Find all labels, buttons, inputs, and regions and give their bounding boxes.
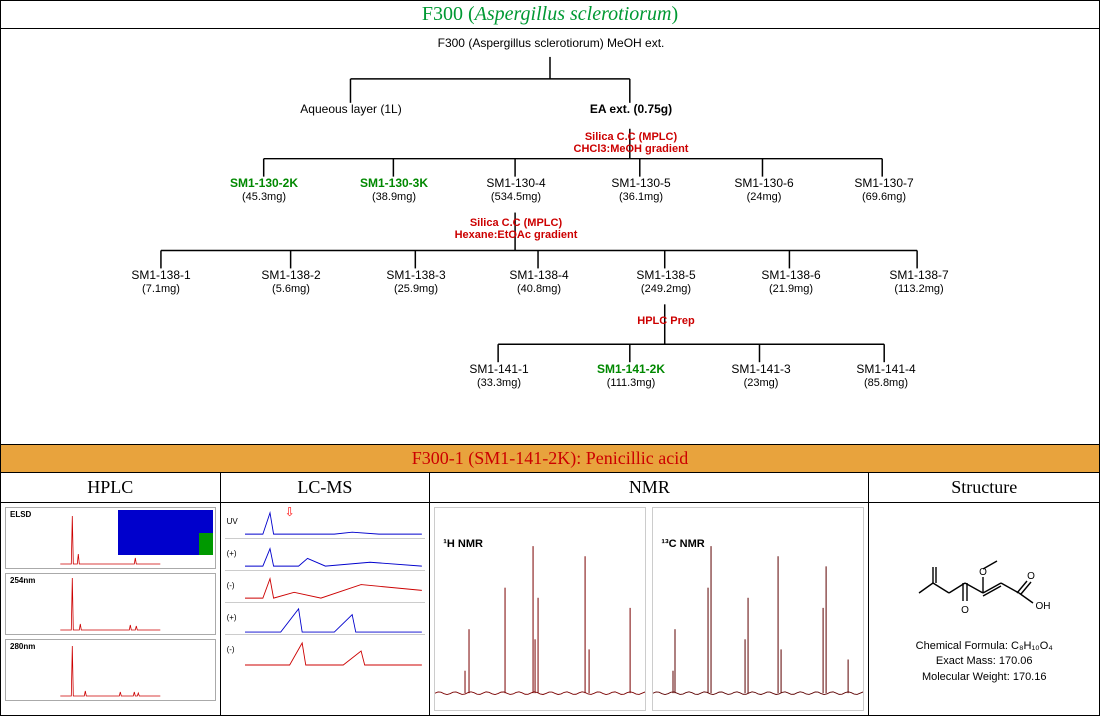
tree-node: SM1-141-4(85.8mg): [856, 363, 915, 389]
lcms-panel: LC-MS UV ⇩ (+) (-) (+) (-): [221, 473, 431, 715]
lcms-trace-label: UV: [227, 517, 238, 526]
nmr-1h-label: ¹H NMR: [443, 538, 483, 550]
hplc-chart-label: ELSD: [10, 510, 31, 519]
tree-node: SM1-141-3(23mg): [731, 363, 790, 389]
hplc-title: HPLC: [1, 473, 220, 503]
lcms-trace: (-): [225, 571, 426, 603]
title-prefix: F300 (: [422, 3, 475, 25]
elsd-inset: [118, 510, 213, 555]
structure-drawing: O O O OH: [909, 533, 1059, 633]
oh-label: OH: [1036, 601, 1051, 612]
lcms-body: UV ⇩ (+) (-) (+) (-): [221, 503, 430, 715]
title-bar: F300 (Aspergillus sclerotiorum): [1, 1, 1099, 29]
tree-annotation: Silica C.C (MPLC)CHCl3:MeOH gradient: [574, 131, 689, 155]
hplc-panel: HPLC ELSD 254nm 280nm: [1, 473, 221, 715]
nmr-panel: NMR ¹H NMR ¹³C NMR: [430, 473, 869, 715]
nmr-1h-chart: ¹H NMR: [434, 507, 646, 711]
nmr-13c-chart: ¹³C NMR: [652, 507, 864, 711]
lcms-trace: (-): [225, 635, 426, 667]
lcms-trace-label: (+): [227, 613, 237, 622]
hplc-chart: ELSD: [5, 507, 216, 569]
lcms-trace-label: (+): [227, 549, 237, 558]
tree-node: EA ext. (0.75g): [590, 103, 672, 117]
tree-node: SM1-130-7(69.6mg): [854, 177, 913, 203]
tree-node: Aqueous layer (1L): [300, 103, 401, 117]
structure-body: O O O OH Chemical Formula: C₈H₁₀O₄ Exact…: [869, 503, 1099, 715]
formula-label: Chemical Formula:: [916, 640, 1011, 652]
compound-id-bar: F300-1 (SM1-141-2K): Penicillic acid: [1, 445, 1099, 473]
tree-node: F300 (Aspergillus sclerotiorum) MeOH ext…: [438, 37, 665, 51]
tree-node: SM1-138-6(21.9mg): [761, 269, 820, 295]
tree-node: SM1-138-2(5.6mg): [261, 269, 320, 295]
tree-node: SM1-138-1(7.1mg): [131, 269, 190, 295]
tree-node: SM1-130-2K(45.3mg): [230, 177, 298, 203]
hplc-chart: 280nm: [5, 639, 216, 701]
tree-node: SM1-138-4(40.8mg): [509, 269, 568, 295]
exact-mass-value: 170.06: [999, 655, 1033, 667]
document-frame: F300 (Aspergillus sclerotiorum) F300 (As…: [0, 0, 1100, 716]
structure-panel: Structure: [869, 473, 1099, 715]
acid-dblO-label: O: [1027, 571, 1035, 582]
fractionation-tree: F300 (Aspergillus sclerotiorum) MeOH ext…: [1, 29, 1099, 445]
exact-mass-label: Exact Mass:: [936, 655, 999, 667]
structure-info: Chemical Formula: C₈H₁₀O₄ Exact Mass: 17…: [916, 639, 1053, 685]
tree-node: SM1-130-6(24mg): [734, 177, 793, 203]
analysis-panels: HPLC ELSD 254nm 280nm LC-MS UV ⇩ (+) (-) (+) (-…: [1, 473, 1099, 715]
mw-label: Molecular Weight:: [922, 671, 1013, 683]
hplc-body: ELSD 254nm 280nm: [1, 503, 220, 715]
lcms-arrow-icon: ⇩: [285, 505, 295, 519]
mw-value: 170.16: [1013, 671, 1047, 683]
tree-node: SM1-130-5(36.1mg): [611, 177, 670, 203]
ether-o-label: O: [979, 567, 987, 578]
title-species: Aspergillus sclerotiorum: [475, 3, 672, 25]
lcms-trace: UV ⇩: [225, 507, 426, 539]
lcms-trace-label: (-): [227, 645, 235, 654]
lcms-trace-label: (-): [227, 581, 235, 590]
tree-node: SM1-130-3K(38.9mg): [360, 177, 428, 203]
lcms-trace: (+): [225, 539, 426, 571]
tree-node: SM1-138-3(25.9mg): [386, 269, 445, 295]
nmr-title: NMR: [430, 473, 868, 503]
tree-node: SM1-138-5(249.2mg): [636, 269, 695, 295]
formula-value: C₈H₁₀O₄: [1011, 640, 1053, 652]
nmr-13c-label: ¹³C NMR: [661, 538, 704, 550]
structure-title: Structure: [869, 473, 1099, 503]
tree-node: SM1-130-4(534.5mg): [486, 177, 545, 203]
lcms-title: LC-MS: [221, 473, 430, 503]
title-suffix: ): [671, 3, 678, 25]
lcms-trace: (+): [225, 603, 426, 635]
tree-node: SM1-141-2K(111.3mg): [597, 363, 665, 389]
hplc-chart: 254nm: [5, 573, 216, 635]
tree-annotation: HPLC Prep: [637, 315, 694, 327]
tree-annotation: Silica C.C (MPLC)Hexane:EtOAc gradient: [455, 217, 578, 241]
hplc-chart-label: 254nm: [10, 576, 35, 585]
ketone-o-label: O: [961, 605, 969, 616]
tree-node: SM1-138-7(113.2mg): [889, 269, 948, 295]
tree-node: SM1-141-1(33.3mg): [469, 363, 528, 389]
hplc-chart-label: 280nm: [10, 642, 35, 651]
nmr-body: ¹H NMR ¹³C NMR: [430, 503, 868, 715]
